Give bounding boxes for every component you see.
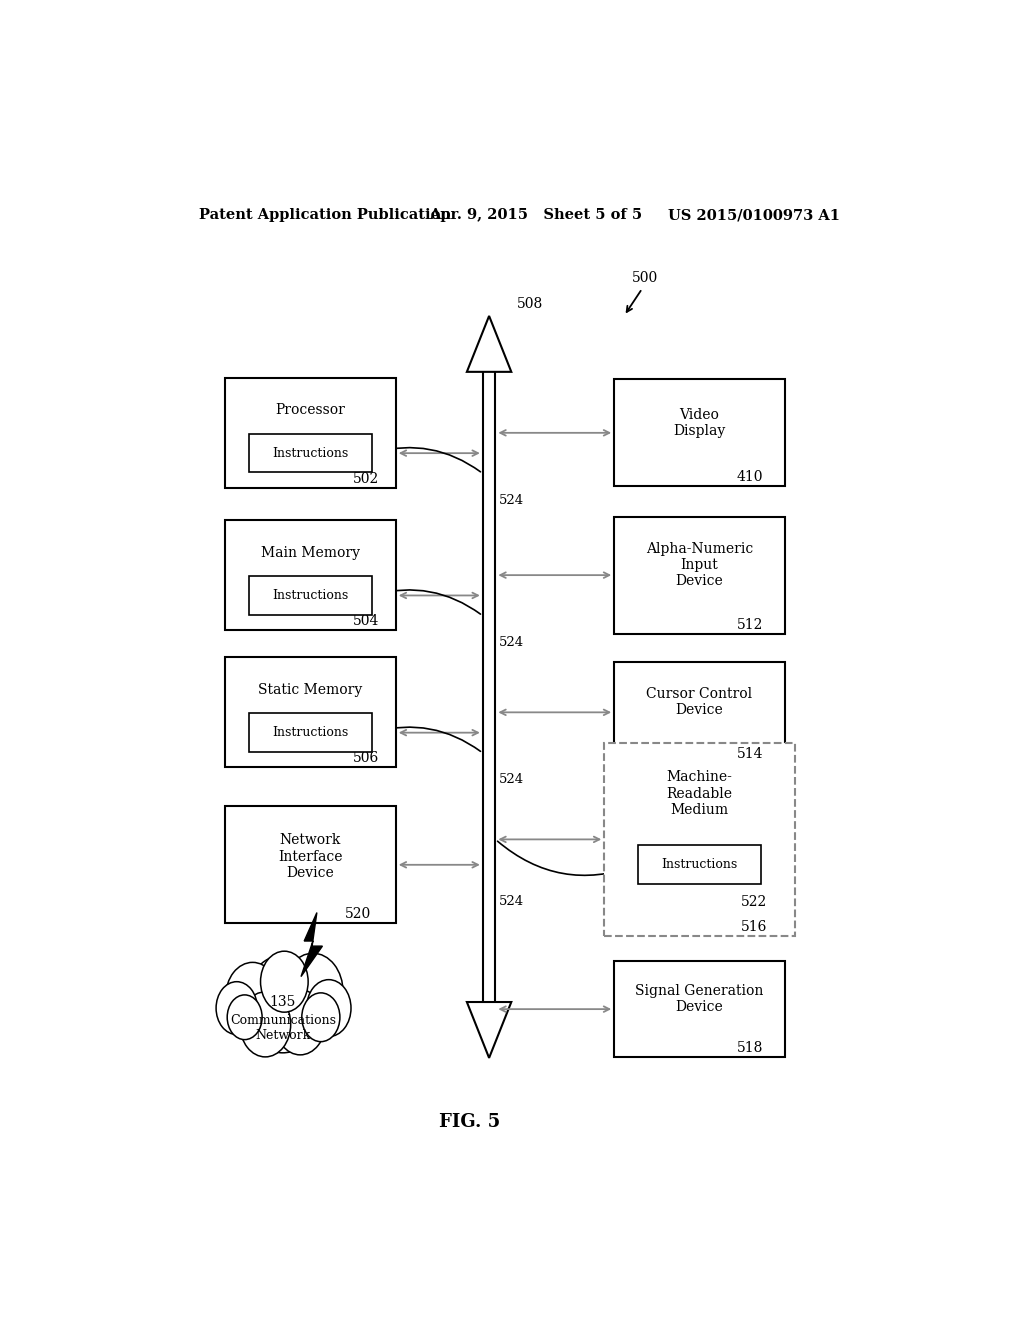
Bar xyxy=(604,743,795,936)
Text: 512: 512 xyxy=(737,618,763,631)
Text: 518: 518 xyxy=(737,1041,763,1056)
Text: Instructions: Instructions xyxy=(272,726,348,739)
Text: 522: 522 xyxy=(741,895,768,908)
Bar xyxy=(225,378,396,487)
Text: Video
Display: Video Display xyxy=(673,408,726,438)
Text: Main Memory: Main Memory xyxy=(261,545,360,560)
Text: Instructions: Instructions xyxy=(272,446,348,459)
Bar xyxy=(638,846,761,884)
Polygon shape xyxy=(467,1002,511,1057)
Text: FIG. 5: FIG. 5 xyxy=(438,1113,500,1131)
Bar xyxy=(614,516,784,634)
Text: Machine-
Readable
Medium: Machine- Readable Medium xyxy=(667,771,732,817)
Text: Patent Application Publication: Patent Application Publication xyxy=(200,209,452,222)
Text: 524: 524 xyxy=(499,494,523,507)
Text: 500: 500 xyxy=(632,272,658,285)
Circle shape xyxy=(283,953,343,1031)
Circle shape xyxy=(274,990,326,1055)
Bar xyxy=(614,661,784,763)
Text: 524: 524 xyxy=(499,895,523,908)
Bar xyxy=(614,961,784,1057)
Bar xyxy=(249,576,372,615)
Text: 410: 410 xyxy=(737,470,764,484)
Bar xyxy=(249,713,372,752)
Text: 514: 514 xyxy=(737,747,764,762)
Bar xyxy=(614,379,784,486)
Circle shape xyxy=(260,952,308,1012)
Circle shape xyxy=(306,979,351,1036)
Circle shape xyxy=(302,993,340,1041)
Bar xyxy=(225,807,396,923)
Bar xyxy=(249,434,372,473)
Circle shape xyxy=(216,982,257,1035)
Text: Processor: Processor xyxy=(275,404,345,417)
Text: 506: 506 xyxy=(353,751,380,766)
Text: 520: 520 xyxy=(345,907,371,921)
Text: 524: 524 xyxy=(499,774,523,787)
Polygon shape xyxy=(467,315,511,372)
Text: 516: 516 xyxy=(741,920,768,935)
Text: Network
Interface
Device: Network Interface Device xyxy=(279,833,343,880)
Bar xyxy=(225,520,396,630)
Circle shape xyxy=(240,991,291,1057)
Text: 508: 508 xyxy=(517,297,543,312)
Text: 502: 502 xyxy=(353,471,380,486)
Text: Alpha-Numeric
Input
Device: Alpha-Numeric Input Device xyxy=(646,541,753,589)
Text: Cursor Control
Device: Cursor Control Device xyxy=(646,688,753,717)
Text: Signal Generation
Device: Signal Generation Device xyxy=(635,983,764,1014)
Text: Communications
Network: Communications Network xyxy=(229,1015,336,1043)
Circle shape xyxy=(245,956,321,1053)
Text: 135: 135 xyxy=(269,995,296,1008)
Text: Static Memory: Static Memory xyxy=(258,682,362,697)
Text: 524: 524 xyxy=(499,636,523,649)
Circle shape xyxy=(225,962,280,1031)
Text: 504: 504 xyxy=(353,614,380,628)
Circle shape xyxy=(227,995,262,1040)
Text: Instructions: Instructions xyxy=(662,858,737,871)
Text: Apr. 9, 2015   Sheet 5 of 5: Apr. 9, 2015 Sheet 5 of 5 xyxy=(430,209,643,222)
Bar xyxy=(225,657,396,767)
Polygon shape xyxy=(301,912,323,977)
Text: US 2015/0100973 A1: US 2015/0100973 A1 xyxy=(668,209,840,222)
Text: Instructions: Instructions xyxy=(272,589,348,602)
